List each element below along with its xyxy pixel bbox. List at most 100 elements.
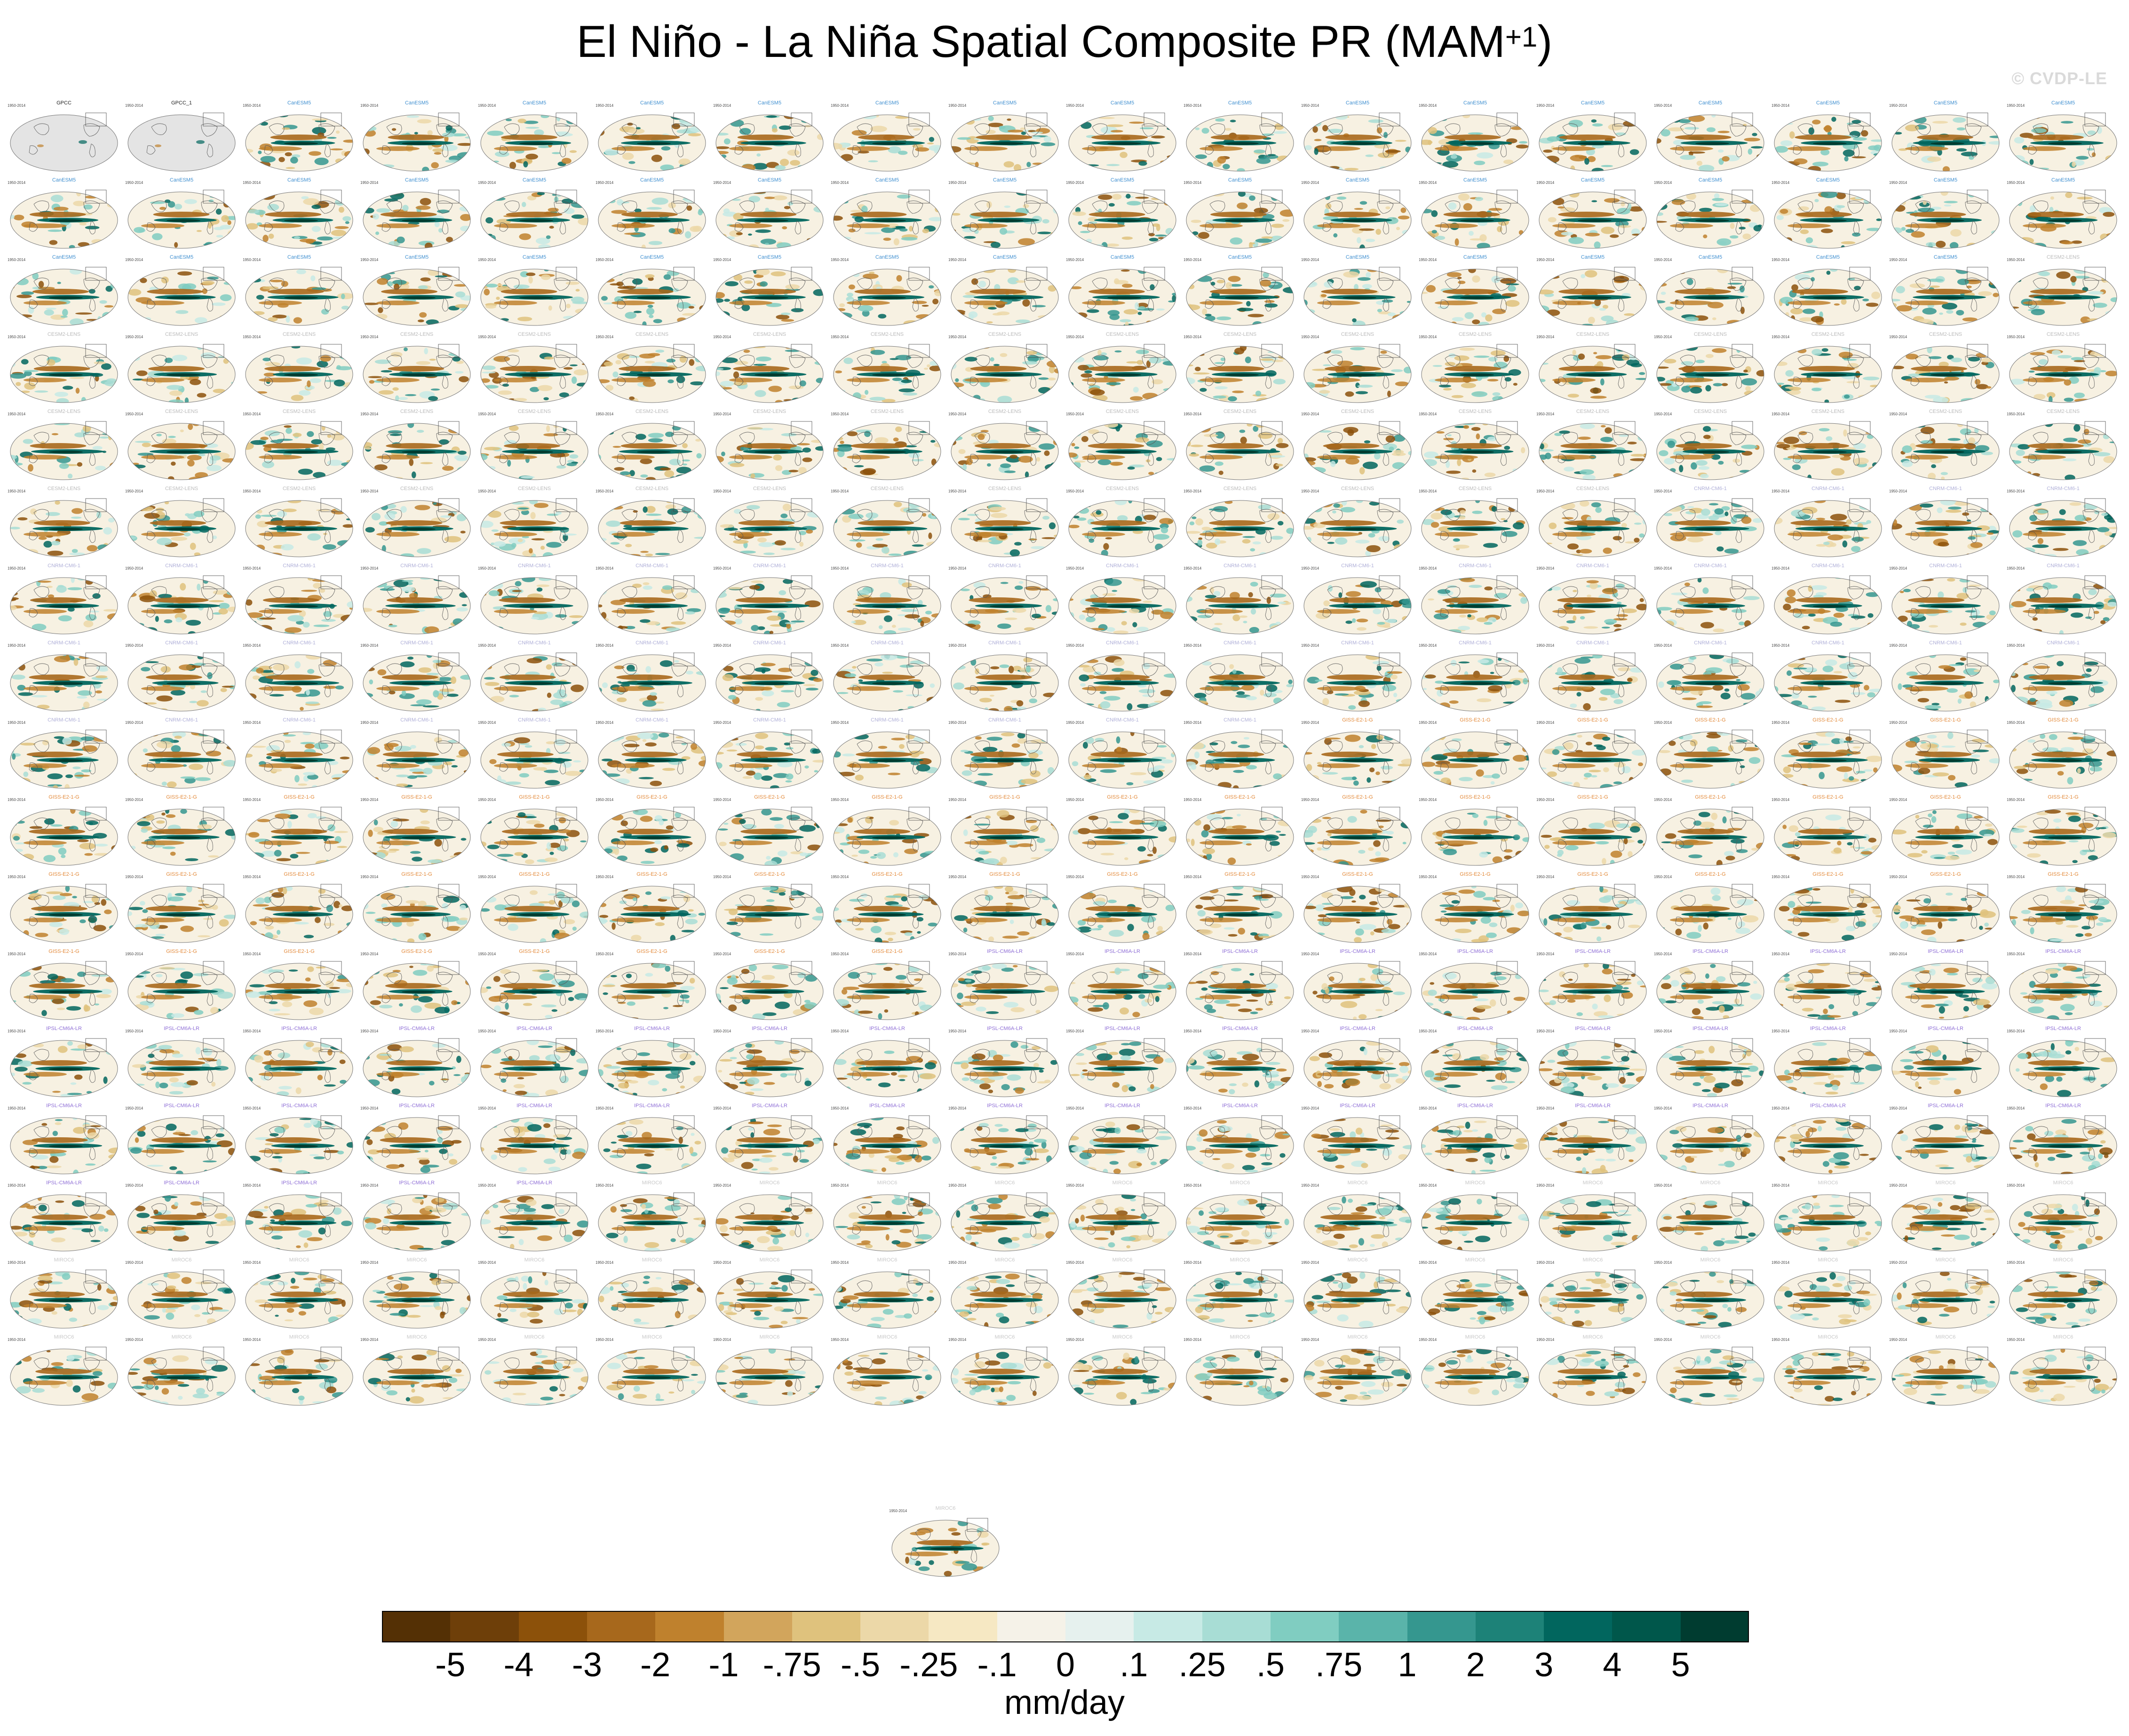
panel-period: 1950-2014 bbox=[1419, 721, 1437, 725]
panel-label: IPSL-CM6A-LR bbox=[1457, 1026, 1493, 1031]
composite-map bbox=[1656, 1269, 1764, 1329]
panel-label: IPSL-CM6A-LR bbox=[46, 1180, 82, 1186]
panel-label: CNRM-CM6-1 bbox=[518, 640, 551, 646]
panel-label: MIROC6 bbox=[54, 1257, 74, 1263]
panel-period: 1950-2014 bbox=[8, 489, 26, 493]
panel-label: CNRM-CM6-1 bbox=[636, 717, 668, 723]
colorbar-swatch bbox=[929, 1611, 998, 1642]
panel-label: MIROC6 bbox=[759, 1180, 780, 1186]
composite-map bbox=[1421, 344, 1529, 403]
composite-map bbox=[2009, 1192, 2117, 1252]
composite-map bbox=[715, 267, 824, 326]
model-map-panel: CanESM5 1950-2014 bbox=[2005, 99, 2121, 178]
composite-map bbox=[245, 961, 353, 1020]
panel-label: MIROC6 bbox=[877, 1180, 898, 1186]
model-map-panel: CNRM-CM6-1 1950-2014 bbox=[1182, 562, 1298, 641]
colorbar-tick-label: 0 bbox=[1056, 1646, 1075, 1684]
panel-period: 1950-2014 bbox=[1772, 103, 1790, 108]
panel-label: CESM2-LENS bbox=[1341, 409, 1374, 414]
model-map-panel: CESM2-LENS 1950-2014 bbox=[1064, 330, 1181, 409]
composite-map bbox=[715, 807, 824, 866]
model-map-panel: CNRM-CM6-1 1950-2014 bbox=[829, 716, 945, 795]
model-map-panel: CNRM-CM6-1 1950-2014 bbox=[1652, 639, 1769, 718]
panel-label: GISS-E2-1-G bbox=[1812, 794, 1843, 800]
panel-period: 1950-2014 bbox=[1301, 952, 1319, 956]
panel-period: 1950-2014 bbox=[948, 875, 967, 879]
composite-map bbox=[1774, 344, 1882, 403]
panel-label: CanESM5 bbox=[993, 100, 1017, 106]
panel-period: 1950-2014 bbox=[1889, 412, 1907, 416]
composite-map bbox=[1186, 1269, 1294, 1329]
composite-map bbox=[1539, 961, 1647, 1020]
panel-period: 1950-2014 bbox=[2007, 181, 2025, 185]
panel-label: CanESM5 bbox=[169, 177, 194, 183]
panel-label: CNRM-CM6-1 bbox=[1576, 640, 1609, 646]
model-map-panel: CNRM-CM6-1 1950-2014 bbox=[1887, 639, 2004, 718]
model-map-panel: CESM2-LENS 1950-2014 bbox=[123, 330, 240, 409]
panel-label: CanESM5 bbox=[757, 177, 782, 183]
model-map-panel: CESM2-LENS 1950-2014 bbox=[1652, 330, 1769, 409]
panel-label: CESM2-LENS bbox=[1693, 332, 1727, 337]
composite-map bbox=[1303, 1192, 1412, 1252]
composite-map bbox=[1891, 1038, 2000, 1097]
model-map-panel: GISS-E2-1-G 1950-2014 bbox=[2005, 793, 2121, 872]
panel-period: 1950-2014 bbox=[713, 489, 731, 493]
composite-map bbox=[833, 498, 941, 557]
colorbar-tick-label: 1 bbox=[1398, 1646, 1417, 1684]
model-map-panel: CNRM-CM6-1 1950-2014 bbox=[358, 639, 475, 718]
composite-map bbox=[245, 267, 353, 326]
composite-map bbox=[10, 1347, 118, 1406]
panel-label: MIROC6 bbox=[642, 1257, 662, 1263]
model-map-panel: CESM2-LENS 1950-2014 bbox=[6, 330, 122, 409]
panel-label: IPSL-CM6A-LR bbox=[281, 1026, 317, 1031]
composite-map bbox=[1656, 190, 1764, 249]
panel-period: 1950-2014 bbox=[1419, 798, 1437, 802]
panel-period: 1950-2014 bbox=[831, 875, 849, 879]
panel-label: MIROC6 bbox=[1230, 1257, 1250, 1263]
panel-label: CanESM5 bbox=[1228, 100, 1252, 106]
composite-map bbox=[1891, 267, 2000, 326]
panel-label: IPSL-CM6A-LR bbox=[164, 1103, 199, 1109]
composite-map bbox=[363, 652, 471, 712]
panel-period: 1950-2014 bbox=[596, 643, 614, 648]
composite-map bbox=[833, 190, 941, 249]
colorbar-tick-label: -.25 bbox=[899, 1646, 958, 1684]
panel-period: 1950-2014 bbox=[243, 1260, 261, 1265]
model-map-panel: MIROC6 1950-2014 bbox=[1417, 1179, 1533, 1258]
composite-map bbox=[1421, 1192, 1529, 1252]
model-map-panel: CNRM-CM6-1 1950-2014 bbox=[594, 639, 710, 718]
panel-label: CNRM-CM6-1 bbox=[1811, 640, 1844, 646]
panel-period: 1950-2014 bbox=[1419, 412, 1437, 416]
model-map-panel: GISS-E2-1-G 1950-2014 bbox=[1534, 870, 1651, 949]
composite-map bbox=[833, 729, 941, 789]
panel-label: CESM2-LENS bbox=[1105, 409, 1139, 414]
model-map-panel: CanESM5 1950-2014 bbox=[1534, 176, 1651, 255]
panel-label: CESM2-LENS bbox=[870, 486, 904, 491]
panel-label: IPSL-CM6A-LR bbox=[987, 1103, 1023, 1109]
panel-label: GISS-E2-1-G bbox=[284, 794, 315, 800]
composite-map bbox=[1891, 1269, 2000, 1329]
panel-period: 1950-2014 bbox=[1772, 1183, 1790, 1188]
panel-period: 1950-2014 bbox=[1066, 1260, 1084, 1265]
panel-period: 1950-2014 bbox=[831, 1106, 849, 1110]
composite-map bbox=[1891, 884, 2000, 943]
panel-period: 1950-2014 bbox=[1654, 643, 1672, 648]
panel-period: 1950-2014 bbox=[243, 875, 261, 879]
panel-period: 1950-2014 bbox=[360, 952, 379, 956]
panel-period: 1950-2014 bbox=[948, 643, 967, 648]
model-map-panel: GISS-E2-1-G 1950-2014 bbox=[358, 947, 475, 1026]
composite-map bbox=[2009, 1115, 2117, 1174]
model-map-panel: MIROC6 1950-2014 bbox=[1652, 1256, 1769, 1335]
composite-map bbox=[1186, 421, 1294, 480]
composite-map bbox=[1421, 729, 1529, 789]
panel-period: 1950-2014 bbox=[1184, 412, 1202, 416]
panel-label: CNRM-CM6-1 bbox=[1694, 640, 1727, 646]
model-map-panel: CESM2-LENS 1950-2014 bbox=[594, 330, 710, 409]
panel-label: CNRM-CM6-1 bbox=[1576, 563, 1609, 569]
model-map-panel: GISS-E2-1-G 1950-2014 bbox=[358, 870, 475, 949]
panel-label: MIROC6 bbox=[171, 1257, 192, 1263]
panel-label: CanESM5 bbox=[2051, 177, 2075, 183]
composite-map bbox=[1774, 1347, 1882, 1406]
panel-period: 1950-2014 bbox=[1301, 489, 1319, 493]
panel-period: 1950-2014 bbox=[713, 721, 731, 725]
